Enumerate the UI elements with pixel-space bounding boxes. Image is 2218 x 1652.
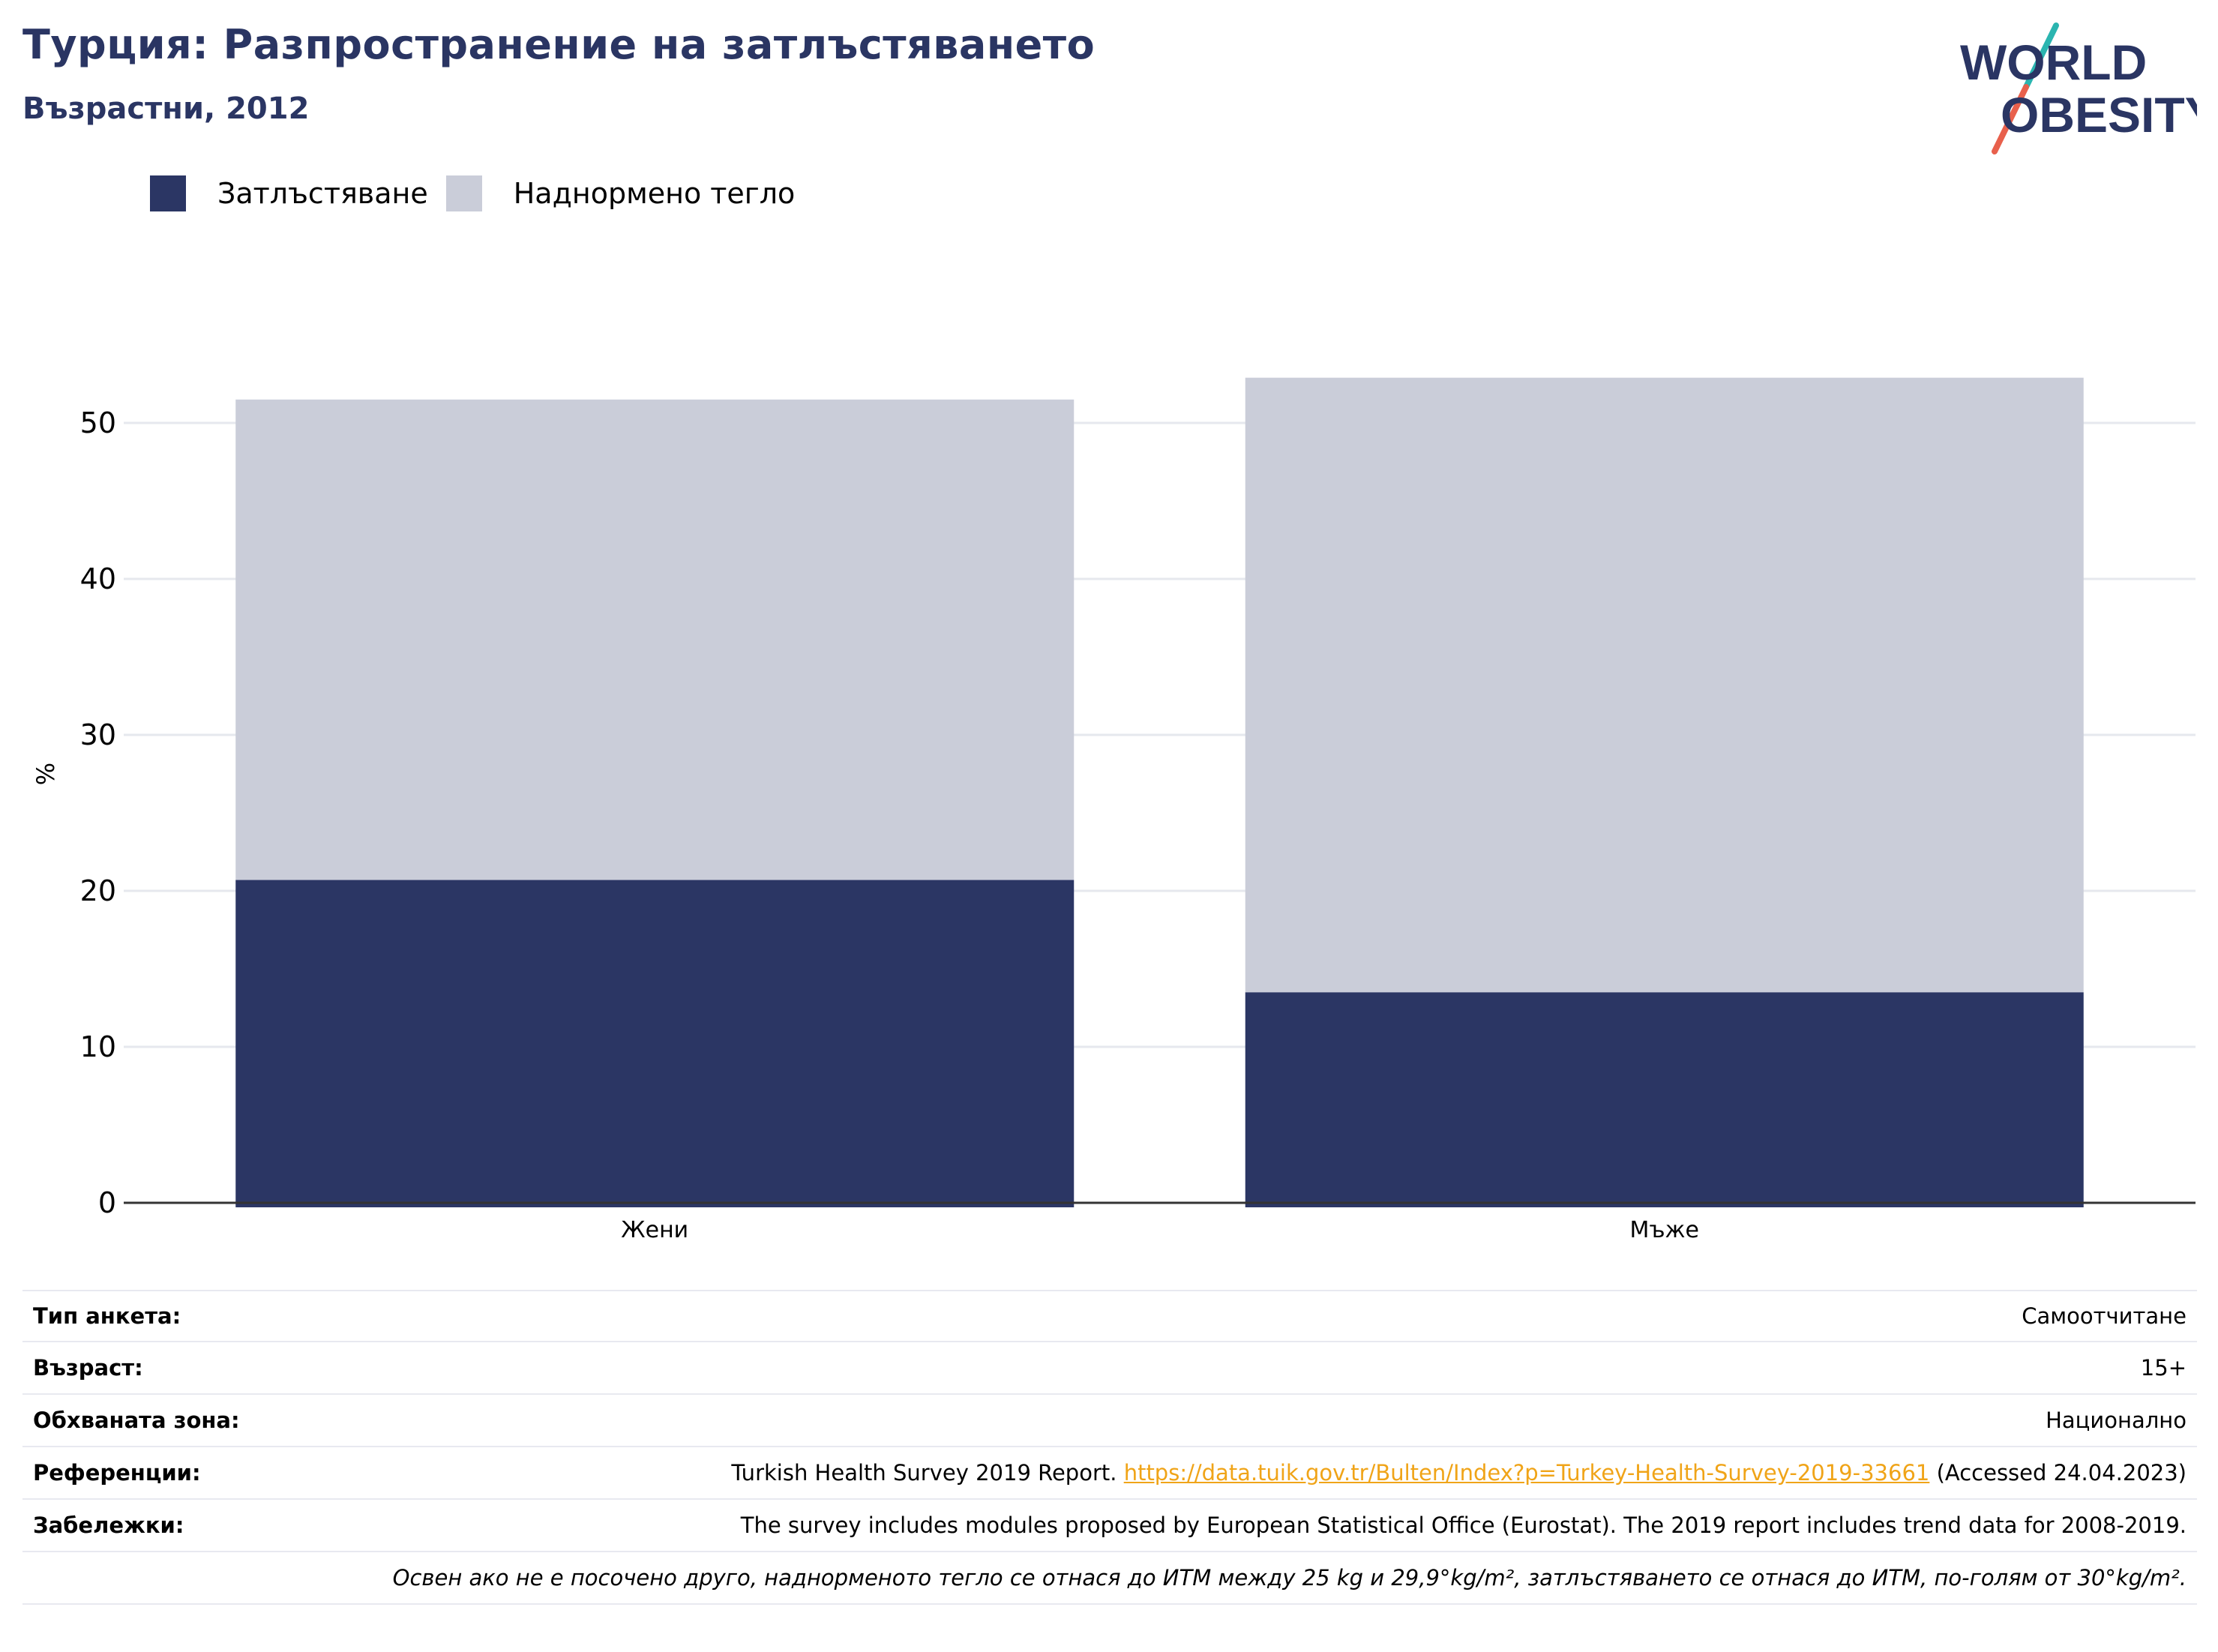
info-row-survey-type: Тип анкета: Самоотчитане bbox=[22, 1290, 2197, 1342]
y-axis-label: % bbox=[31, 763, 60, 785]
y-tick-label: 0 bbox=[98, 1186, 116, 1219]
info-value: Самоотчитане bbox=[2022, 1303, 2187, 1329]
info-label: Референции: bbox=[33, 1460, 201, 1486]
reference-accessed: (Accessed 24.04.2023) bbox=[1936, 1460, 2187, 1486]
info-row-notes: Забележки: The survey includes modules p… bbox=[22, 1500, 2197, 1552]
world-obesity-logo: WORLD OBESITY bbox=[1960, 22, 2197, 154]
info-row-age: Възраст: 15+ bbox=[22, 1342, 2197, 1395]
x-tick-label: Жени bbox=[621, 1217, 688, 1243]
info-value: The survey includes modules proposed by … bbox=[740, 1513, 2187, 1538]
legend-swatch-obesity bbox=[150, 175, 186, 211]
reference-link[interactable]: https://data.tuik.gov.tr/Bulten/Index?p=… bbox=[1123, 1460, 1930, 1486]
legend-label-obesity: Затлъстяване bbox=[217, 177, 428, 210]
y-tick-label: 50 bbox=[80, 406, 116, 439]
svg-text:WORLD: WORLD bbox=[1960, 34, 2147, 90]
info-row-footnote: Освен ако не е посочено друго, наднормен… bbox=[22, 1552, 2197, 1605]
svg-text:OBESITY: OBESITY bbox=[2001, 87, 2197, 142]
info-label: Обхваната зона: bbox=[33, 1408, 240, 1433]
y-tick-label: 40 bbox=[80, 562, 116, 595]
legend-label-overweight: Наднормено тегло bbox=[513, 177, 796, 210]
stacked-bar-chart: 0 10 20 30 40 50 Жени Мъже% bbox=[31, 377, 2196, 1243]
chart-title: Турция: Разпространение на затлъстяванет… bbox=[22, 21, 1096, 68]
bar-overweight bbox=[1245, 377, 2084, 993]
info-label: Възраст: bbox=[33, 1355, 143, 1381]
chart-subtitle: Възрастни, 2012 bbox=[22, 91, 310, 126]
info-table: Тип анкета: Самоотчитане Възраст: 15+ Об… bbox=[22, 1290, 2197, 1605]
bar-overweight bbox=[235, 399, 1075, 880]
legend-item-obesity: Затлъстяване bbox=[150, 175, 428, 211]
y-tick-label: 10 bbox=[80, 1030, 116, 1063]
info-row-references: Референции: Turkish Health Survey 2019 R… bbox=[22, 1447, 2197, 1500]
info-label: Забележки: bbox=[33, 1513, 184, 1538]
info-label: Тип анкета: bbox=[33, 1303, 181, 1329]
x-tick-label: Мъже bbox=[1629, 1217, 1699, 1243]
info-value: Национално bbox=[2046, 1408, 2187, 1433]
bars bbox=[235, 377, 2084, 1207]
axes: 0 10 20 30 40 50 Жени Мъже% bbox=[31, 406, 2196, 1243]
info-value-references: Turkish Health Survey 2019 Report. https… bbox=[731, 1460, 2187, 1486]
y-tick-label: 20 bbox=[80, 874, 116, 907]
legend-item-overweight: Наднормено тегло bbox=[445, 175, 796, 211]
info-value: 15+ bbox=[2140, 1355, 2187, 1381]
legend-swatch-overweight bbox=[445, 175, 482, 211]
y-tick-label: 30 bbox=[80, 718, 116, 751]
reference-text: Turkish Health Survey 2019 Report. bbox=[731, 1460, 1117, 1486]
bar-obesity bbox=[1245, 992, 2084, 1207]
chart-legend: Затлъстяване Наднормено тегло bbox=[150, 172, 813, 214]
footnote-text: Освен ако не е посочено друго, наднормен… bbox=[392, 1565, 2187, 1591]
bar-obesity bbox=[235, 880, 1075, 1207]
info-row-area: Обхваната зона: Национално bbox=[22, 1395, 2197, 1447]
